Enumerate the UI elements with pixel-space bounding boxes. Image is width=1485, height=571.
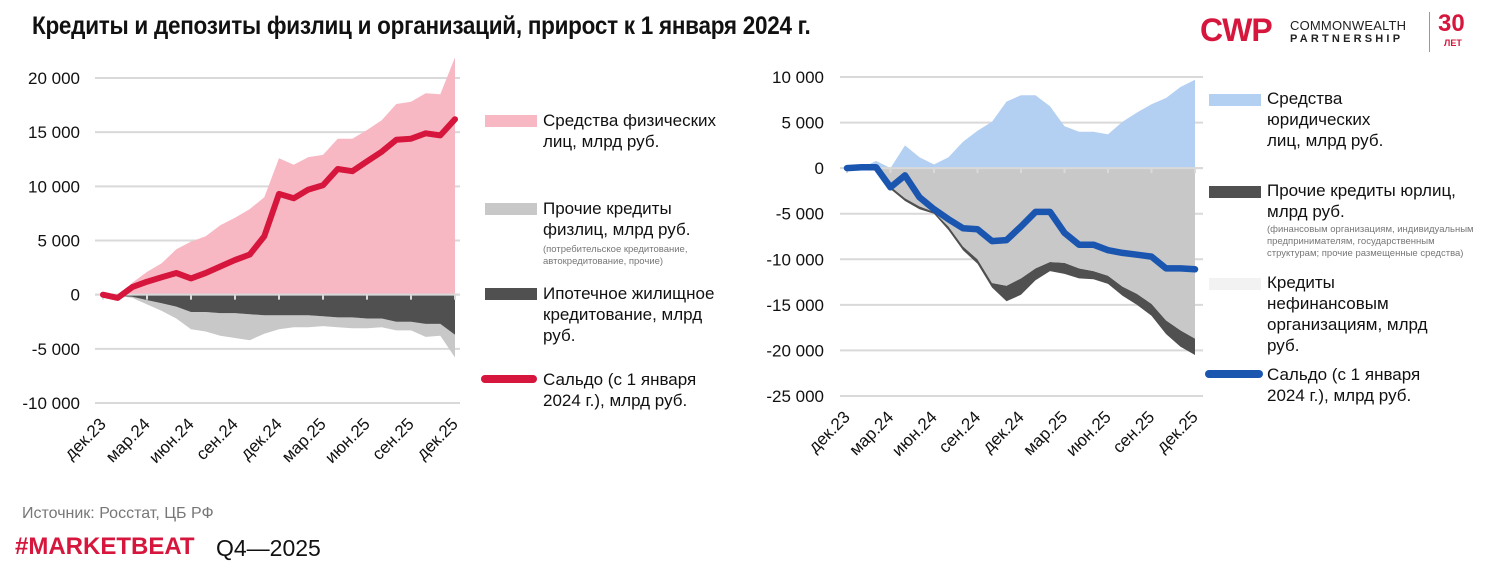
legend-swatch (485, 203, 537, 215)
y-tick-label: -10 000 (766, 250, 824, 269)
x-tick-label: июн.24 (888, 407, 941, 460)
y-tick-label: 10 000 (28, 177, 80, 196)
area-series-0 (847, 79, 1195, 169)
legend-label: Кредиты нефинансовым организациям, млрд … (1267, 273, 1428, 355)
x-tick-label: июн.25 (1062, 407, 1115, 460)
legend-label: Средства физических лиц, млрд руб. (543, 111, 717, 151)
source-note: Источник: Росстат, ЦБ РФ (22, 505, 214, 522)
logo-line1: COMMONWEALTH (1290, 18, 1407, 33)
y-tick-label: 10 000 (772, 68, 824, 87)
area-series-0 (103, 57, 455, 297)
logo-years: 30 (1438, 10, 1465, 37)
legend-swatch (1205, 370, 1263, 378)
x-tick-label: дек.24 (979, 407, 1028, 456)
logo-years-label: ЛЕТ (1444, 38, 1462, 48)
y-tick-label: 0 (815, 159, 824, 178)
x-tick-label: мар.24 (846, 407, 898, 459)
legend-note: (финансовым организациям, индивидуальным… (1267, 224, 1474, 259)
legend-note: (потребительское кредитование, автокреди… (543, 244, 688, 267)
x-tick-label: дек.25 (1153, 407, 1202, 456)
area-series-1 (103, 294, 455, 335)
x-tick-label: сен.24 (935, 407, 984, 456)
legend-swatch (1209, 186, 1261, 198)
marketbeat-hashtag: #MARKETBEAT (15, 533, 195, 560)
x-tick-label: июн.24 (145, 414, 198, 467)
logo-line2: PARTNERSHIP (1290, 33, 1404, 45)
legend-swatch (1209, 94, 1261, 106)
y-tick-label: 5 000 (781, 114, 824, 133)
x-tick-label: мар.25 (1020, 407, 1072, 459)
legend-swatch (485, 288, 537, 300)
page-title: Кредиты и депозиты физлиц и организаций,… (32, 12, 811, 40)
legend-swatch (1209, 278, 1261, 290)
x-tick-label: сен.25 (1109, 407, 1158, 456)
chart-corporates: 10 000 5 000 0 -5 000 -10 000 -15 000 -20 000 -… (766, 68, 1203, 460)
x-tick-label: дек.25 (413, 414, 462, 463)
y-tick-label: -25 000 (766, 387, 824, 406)
y-tick-label: 5 000 (37, 232, 80, 251)
legend-swatch (481, 375, 537, 383)
legend-label: Средства юридических лиц, млрд руб. (1267, 89, 1384, 150)
balance-line (843, 163, 1199, 273)
logo-mark: CWP (1200, 12, 1273, 48)
x-tick-label: дек.24 (237, 414, 286, 463)
legend-swatch (485, 115, 537, 127)
legend-label: Ипотечное жилищное кредитование, млрд ру… (543, 284, 715, 345)
legend-label: Сальдо (с 1 января 2024 г.), млрд руб. (1267, 365, 1421, 405)
legend-label: Прочие кредиты юрлиц, млрд руб. (1267, 181, 1456, 221)
balance-line (100, 116, 458, 301)
logo-divider (1429, 12, 1430, 52)
x-tick-label: дек.23 (61, 414, 110, 463)
x-tick-label: сен.24 (192, 414, 241, 463)
x-tick-label: дек.23 (805, 407, 854, 456)
x-tick-label: сен.25 (368, 414, 417, 463)
y-tick-label: -20 000 (766, 341, 824, 360)
y-tick-label: -10 000 (22, 394, 80, 413)
area-series-2 (103, 294, 455, 358)
y-tick-label: -5 000 (32, 340, 80, 359)
x-tick-label: мар.25 (278, 414, 330, 466)
logo: CWP COMMONWEALTH PARTNERSHIP 30 ЛЕТ (1200, 10, 1485, 52)
legend-label: Прочие кредиты физлиц, млрд руб. (543, 199, 691, 239)
report-period: Q4—2025 (216, 535, 321, 561)
y-tick-label: 20 000 (28, 69, 80, 88)
y-tick-label: -5 000 (776, 205, 824, 224)
y-tick-label: 15 000 (28, 123, 80, 142)
legend-label: Сальдо (с 1 января 2024 г.), млрд руб. (543, 370, 697, 410)
x-tick-label: июн.25 (321, 414, 374, 467)
x-tick-label: мар.24 (102, 414, 154, 466)
y-tick-label: 0 (71, 286, 80, 305)
y-tick-label: -15 000 (766, 296, 824, 315)
